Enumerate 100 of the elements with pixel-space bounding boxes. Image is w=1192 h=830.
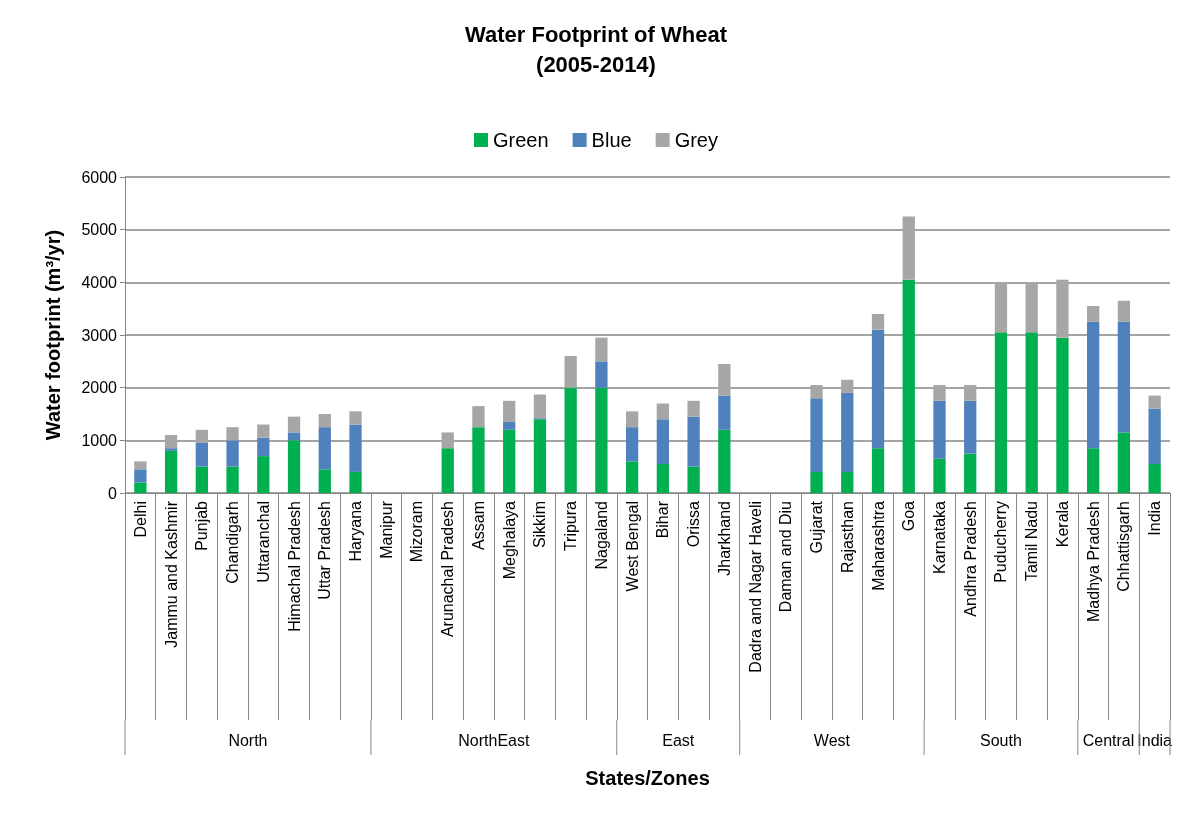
bar [318, 469, 331, 493]
bar [902, 279, 915, 493]
bar [902, 216, 915, 280]
bar [718, 429, 731, 493]
bar [134, 482, 147, 493]
bar [257, 437, 270, 457]
text: Central [1082, 732, 1135, 749]
text: East [662, 732, 695, 749]
bar [164, 448, 178, 451]
bar [718, 395, 731, 430]
x-tick-label: Delhi [131, 501, 149, 538]
x-tick-label: Rajasthan [838, 501, 856, 574]
bar [595, 337, 608, 362]
bar [810, 398, 823, 472]
x-tick-label: Punjab [193, 500, 211, 551]
bar [164, 435, 178, 449]
bar [287, 416, 301, 433]
y-tick-label: 5000 [81, 221, 118, 239]
x-tick-label: India [1146, 500, 1164, 536]
y-tick-label: 1000 [81, 431, 118, 449]
x-tick-label: Chandigarh [224, 501, 242, 584]
x-tick-label: Mizoram [408, 501, 426, 563]
bar [994, 332, 1008, 493]
legend-label: Green [493, 129, 549, 151]
bar [871, 329, 885, 449]
bar [226, 440, 239, 467]
bar [533, 419, 547, 493]
bar [1056, 337, 1069, 493]
bar [841, 471, 854, 493]
bar [687, 416, 700, 467]
x-tick-label: Bihar [654, 500, 672, 539]
x-tick-label: Karnataka [930, 500, 948, 574]
bar [595, 387, 608, 493]
bar [441, 432, 454, 449]
x-tick-label: Jammu and Kashmir [162, 500, 180, 648]
x-tick-label: Tamil Nadu [1023, 501, 1041, 582]
text: North [228, 732, 268, 749]
bar [1117, 321, 1131, 433]
bar [503, 400, 516, 422]
bar [287, 440, 301, 493]
bar [656, 403, 670, 420]
bar [318, 427, 331, 470]
bar [994, 282, 1008, 333]
y-tick-label: 3000 [81, 326, 118, 344]
x-tick-label: Uttaranchal [254, 501, 272, 583]
bar [964, 385, 977, 401]
bar [257, 424, 270, 438]
bar [595, 361, 608, 388]
bar [564, 387, 577, 493]
bar [1117, 432, 1131, 493]
bar [933, 458, 946, 493]
bar [1117, 300, 1131, 322]
y-axis-title: Water footprint (m³/yr) [42, 229, 64, 441]
bar [441, 448, 454, 493]
bar [841, 392, 854, 472]
bar [287, 432, 301, 441]
x-tick-label: Assam [469, 501, 487, 550]
x-tick-label: Andhra Pradesh [961, 501, 979, 617]
bar [472, 427, 485, 493]
bar [1087, 321, 1100, 449]
bar [349, 411, 362, 425]
bar [564, 356, 577, 388]
bar [195, 442, 208, 467]
bar [1025, 282, 1038, 333]
y-tick-label: 0 [108, 484, 118, 502]
bar [656, 464, 670, 493]
bar [318, 414, 331, 428]
bar [164, 450, 178, 493]
bar [1087, 448, 1100, 493]
bar [625, 427, 639, 462]
bar [810, 385, 823, 399]
bar [718, 363, 731, 396]
y-tick-label: 2000 [81, 379, 118, 397]
bar [964, 400, 977, 454]
bar [810, 471, 823, 493]
x-tick-label: Tripura [562, 500, 580, 552]
bar [472, 406, 485, 428]
x-tick-label: Orissa [685, 500, 703, 548]
bar [841, 379, 854, 393]
bar [226, 427, 239, 441]
x-tick-label: Arunachal Pradesh [439, 501, 457, 638]
bar [625, 411, 639, 428]
bar [964, 453, 977, 493]
bar [195, 466, 208, 493]
x-tick-label: Himachal Pradesh [285, 501, 303, 632]
x-tick-label: Kerala [1053, 500, 1071, 548]
bar [226, 466, 239, 493]
y-tick-label: 4000 [81, 273, 118, 291]
bar [349, 471, 362, 493]
x-tick-label: Daman and Diu [777, 501, 795, 613]
text: West [813, 732, 851, 749]
x-tick-label: Goa [900, 500, 918, 532]
x-tick-label: Puducherry [992, 501, 1010, 583]
chart-subtitle: (2005-2014) [536, 51, 656, 77]
bar [1148, 395, 1161, 409]
bar [687, 400, 700, 417]
bar [687, 466, 700, 493]
bar [656, 419, 670, 465]
x-tick-label: West Bengal [623, 501, 641, 592]
bar [933, 385, 946, 401]
